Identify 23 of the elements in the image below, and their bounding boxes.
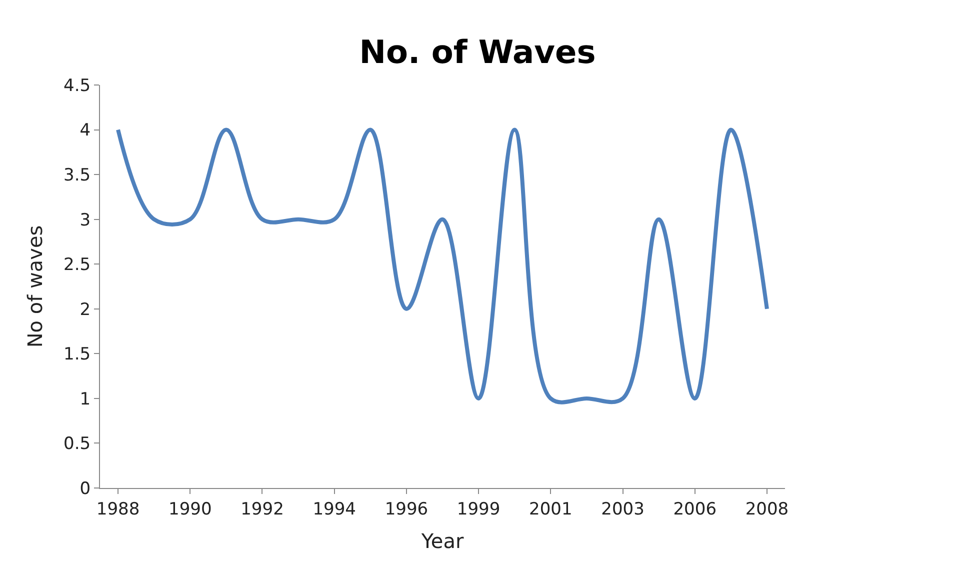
x-tick-label: 2001 [529,499,572,520]
y-tick-label: 3 [80,210,91,230]
x-tick-label: 1999 [456,499,500,520]
x-tick-label: 2003 [601,499,644,520]
y-axis-title: No of waves [23,225,48,348]
y-tick-label: 4.5 [64,76,91,96]
chart-title: No. of Waves [359,33,596,72]
x-tick-label: 2006 [673,499,717,520]
x-axis-title: Year [420,528,464,553]
y-tick-label: 3.5 [64,166,91,186]
y-tick-label: 2.5 [64,255,91,276]
x-tick-label: 1996 [384,499,428,520]
x-tick-label: 1990 [168,499,212,520]
y-tick-label: 2 [80,300,91,320]
y-tick-label: 1 [80,389,91,410]
x-tick-label: 1994 [312,499,356,520]
y-tick-label: 4 [80,120,91,141]
x-tick-label: 2008 [745,499,789,520]
y-tick-label: 0 [80,478,91,499]
x-tick-label: 1988 [96,499,140,520]
y-tick-label: 1.5 [64,344,91,365]
y-tick-label: 0.5 [64,434,91,454]
x-tick-label: 1992 [240,499,284,520]
